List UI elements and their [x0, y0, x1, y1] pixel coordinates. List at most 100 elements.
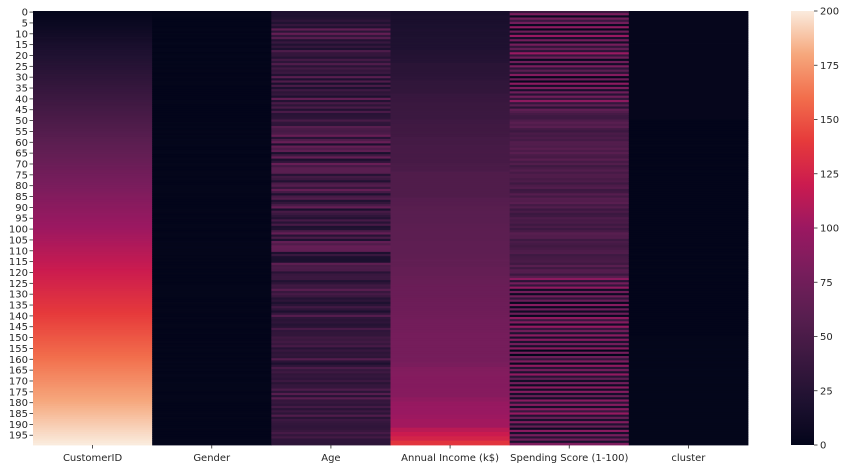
heatmap-cell: [628, 392, 749, 396]
heatmap-cell: [509, 269, 630, 272]
heatmap-cell: [271, 371, 391, 374]
heatmap-cell: [628, 431, 749, 435]
heatmap-cell: [152, 54, 272, 57]
heatmap-cell: [271, 412, 391, 416]
heatmap-cell: [152, 197, 272, 201]
heatmap-cell: [152, 401, 272, 405]
heatmap-cell: [509, 80, 630, 84]
heatmap-cell: [390, 97, 511, 101]
heatmap-cell: [271, 143, 391, 146]
heatmap-cell: [628, 366, 749, 370]
heatmap-cell: [152, 408, 272, 411]
heatmap-cell: [509, 397, 630, 400]
heatmap-cell: [628, 399, 749, 402]
heatmap-cell: [509, 301, 630, 305]
heatmap-cell: [509, 332, 630, 335]
heatmap-cell: [271, 84, 391, 88]
heatmap-cell: [390, 199, 511, 203]
heatmap-cell: [390, 99, 511, 103]
heatmap-cell: [390, 143, 511, 146]
heatmap-cell: [271, 269, 391, 272]
heatmap-cell: [509, 82, 630, 86]
heatmap-cell: [33, 325, 153, 329]
heatmap-cell: [628, 353, 749, 357]
heatmap-cell: [628, 154, 749, 157]
heatmap-cell: [509, 173, 630, 177]
heatmap-cell: [33, 69, 153, 73]
heatmap-cell: [152, 71, 272, 75]
heatmap-cell: [271, 243, 391, 246]
heatmap-cell: [33, 228, 153, 231]
heatmap-cell: [152, 76, 272, 79]
heatmap-cell: [509, 427, 630, 431]
heatmap-cell: [509, 123, 630, 127]
heatmap-cell: [271, 234, 391, 238]
heatmap-cell: [152, 390, 272, 394]
heatmap-cell: [152, 238, 272, 242]
heatmap-cell: [628, 206, 749, 209]
heatmap-cell: [628, 254, 749, 257]
heatmap-cell: [152, 412, 272, 416]
heatmap-cell: [390, 236, 511, 240]
heatmap-cell: [509, 63, 630, 66]
heatmap-cell: [390, 358, 511, 361]
heatmap-cell: [628, 143, 749, 146]
y-tick-label: 190: [9, 420, 28, 431]
heatmap-cell: [628, 247, 749, 251]
heatmap-cell: [33, 329, 153, 333]
heatmap-cell: [152, 91, 272, 94]
heatmap-cell: [628, 386, 749, 389]
heatmap-cell: [152, 178, 272, 181]
x-tick-label: Gender: [193, 453, 231, 464]
heatmap-cell: [33, 169, 153, 172]
y-tick-label: 25: [15, 62, 28, 73]
heatmap-cell: [628, 277, 749, 281]
heatmap-cell: [509, 141, 630, 144]
heatmap-cell: [33, 427, 153, 431]
heatmap-cell: [509, 288, 630, 292]
heatmap-cell: [509, 91, 630, 94]
heatmap-cell: [628, 375, 749, 379]
x-axis: CustomerID Gender Age Annual Income (k$) Spe…: [63, 445, 706, 464]
heatmap-cell: [152, 206, 272, 209]
heatmap-cell: [509, 436, 630, 439]
heatmap-cell: [390, 403, 511, 407]
heatmap-cell: [390, 58, 511, 62]
heatmap-cell: [152, 323, 272, 327]
heatmap-cell: [509, 414, 630, 418]
heatmap-cell: [390, 349, 511, 353]
heatmap-cell: [33, 123, 153, 127]
heatmap-cell: [33, 219, 153, 222]
heatmap-cell: [152, 188, 272, 192]
heatmap-cell: [628, 178, 749, 181]
heatmap-cell: [390, 293, 511, 296]
heatmap-cell: [271, 54, 391, 57]
heatmap-cell: [152, 80, 272, 84]
heatmap-cell: [628, 358, 749, 361]
heatmap-cell: [152, 284, 272, 287]
heatmap-cell: [628, 158, 749, 162]
heatmap-cell: [152, 84, 272, 88]
heatmap-cell: [152, 171, 272, 175]
y-tick-label: 30: [15, 73, 28, 84]
heatmap-cell: [390, 160, 511, 164]
heatmap-cell: [33, 160, 153, 164]
heatmap-cell: [152, 286, 272, 290]
heatmap-cell: [390, 325, 511, 329]
heatmap-cell: [152, 175, 272, 179]
heatmap-cell: [628, 188, 749, 192]
heatmap-cell: [271, 160, 391, 164]
heatmap-cell: [390, 65, 511, 68]
heatmap-cell: [33, 360, 153, 363]
heatmap-cell: [628, 17, 749, 21]
heatmap-cell: [509, 299, 630, 303]
heatmap-cell: [33, 412, 153, 416]
heatmap-cell: [509, 247, 630, 251]
heatmap-cell: [509, 11, 630, 14]
heatmap-cell: [271, 121, 391, 125]
heatmap-cell: [390, 132, 511, 136]
heatmap-cell: [509, 347, 630, 350]
heatmap-cell: [152, 67, 272, 70]
heatmap-cell: [509, 241, 630, 244]
heatmap-cell: [271, 86, 391, 90]
